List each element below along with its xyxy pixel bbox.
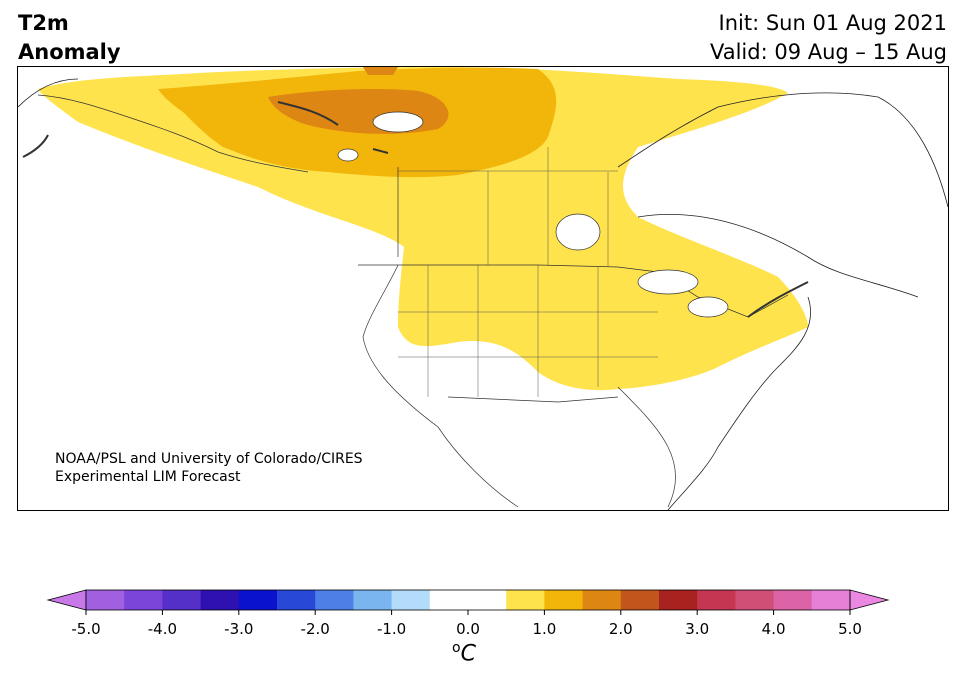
colorbar-swatch <box>582 590 622 610</box>
colorbar-tick-label: -2.0 <box>301 620 330 638</box>
colorbar-swatch <box>811 590 851 610</box>
unit-label: C <box>460 641 476 667</box>
colorbar-over-arrow <box>849 589 890 611</box>
colorbar: -5.0 -4.0 -3.0 -2.0 -1.0 0.0 1.0 2.0 3.0 4.0 5.0 <box>46 589 890 638</box>
anomaly-map <box>17 66 949 511</box>
colorbar-swatch <box>238 590 278 610</box>
rivers <box>22 101 809 318</box>
colorbar-swatch <box>315 590 354 610</box>
colorbar-tick-label: -3.0 <box>224 620 253 638</box>
colorbar-swatch <box>773 590 813 610</box>
attribution: NOAA/PSL and University of Colorado/CIRE… <box>55 450 363 486</box>
state-province-lines <box>398 147 658 397</box>
lakes <box>337 111 729 318</box>
forecast-dates: Init: Sun 01 Aug 2021 Valid: 09 Aug – 15… <box>710 9 947 67</box>
colorbar-swatch <box>391 590 431 610</box>
colorbar-swatch <box>620 590 660 610</box>
colorbar-tick-label: 0.0 <box>456 620 480 638</box>
colorbar-swatch <box>468 590 507 610</box>
colorbar-swatch <box>429 590 469 610</box>
colorbar-tick-label: 2.0 <box>609 620 633 638</box>
colorbar-under-arrow <box>46 589 87 611</box>
title-line-1: T2m <box>18 11 69 35</box>
title-line-2: Anomaly <box>18 40 121 64</box>
colorbar-swatch <box>506 590 545 610</box>
valid-dates: Valid: 09 Aug – 15 Aug <box>709 40 947 64</box>
colorbar-swatch <box>353 590 393 610</box>
init-date: Init: Sun 01 Aug 2021 <box>718 11 947 35</box>
colorbar-swatch <box>277 590 316 610</box>
colorbar-swatch <box>735 590 775 610</box>
unit-superscript: o <box>452 640 461 656</box>
colorbar-tick-label: 4.0 <box>762 620 786 638</box>
attribution-line-1: NOAA/PSL and University of Colorado/CIRE… <box>55 451 363 467</box>
colorbar-tick-label: -1.0 <box>377 620 406 638</box>
colorbar-tick-label: -5.0 <box>71 620 100 638</box>
colorbar-tick-label: 3.0 <box>685 620 709 638</box>
colorbar-swatch <box>124 590 163 610</box>
country-borders <box>37 94 789 508</box>
colorbar-swatch <box>200 590 240 610</box>
colorbar-swatch <box>86 590 125 610</box>
colorbar-swatch <box>162 590 202 610</box>
colorbar-swatch <box>544 590 584 610</box>
anomaly-area-1p5-2p0-north <box>363 67 398 75</box>
colorbar-tick-label: -4.0 <box>148 620 177 638</box>
colorbar-swatch <box>659 590 698 610</box>
coastline <box>18 78 948 510</box>
colorbar-tick-label: 1.0 <box>532 620 556 638</box>
map-title: T2m Anomaly <box>18 9 121 67</box>
colorbar-unit: oC <box>452 640 476 666</box>
colorbar-swatch <box>697 590 736 610</box>
attribution-line-2: Experimental LIM Forecast <box>55 469 241 485</box>
colorbar-tick-label: 5.0 <box>838 620 862 638</box>
